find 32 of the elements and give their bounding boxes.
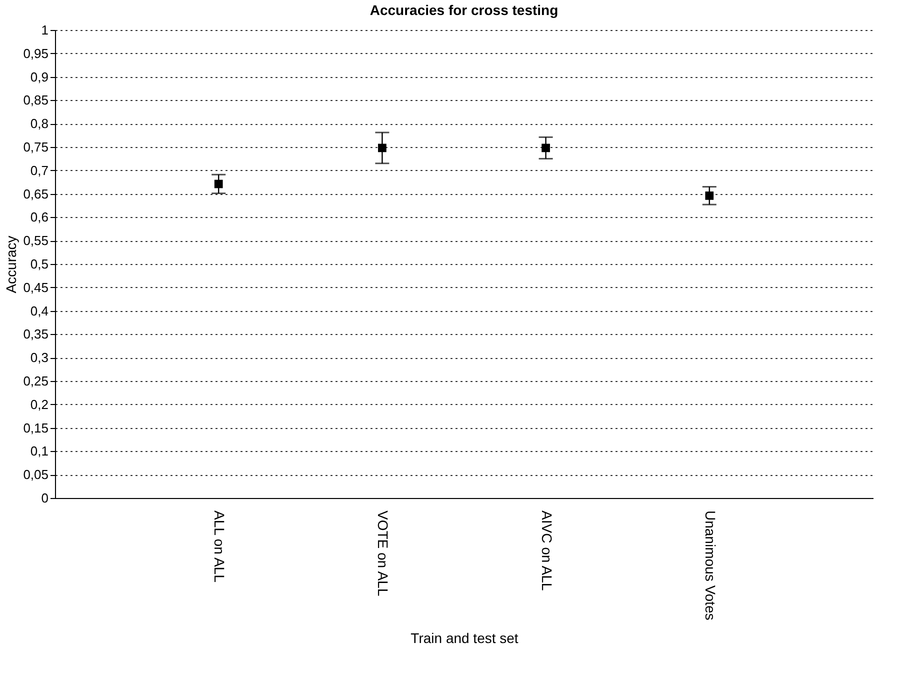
y-tick-label: 0,95 <box>23 46 48 61</box>
point <box>705 191 714 200</box>
y-tick-label: 0,9 <box>30 69 48 84</box>
y-tick-label: 0,85 <box>23 92 48 108</box>
y-tick-label: 0,65 <box>23 186 48 202</box>
y-tick-label: 0,5 <box>30 256 48 272</box>
x-axis-title: Train and test set <box>410 630 518 646</box>
y-tick-label: 0,05 <box>23 467 48 482</box>
y-tick-label: 1 <box>41 22 48 38</box>
y-tick-label: 0,2 <box>30 396 48 412</box>
y-tick-label: 0 <box>41 490 48 506</box>
x-tick-label: ALL on ALL <box>212 510 228 583</box>
x-tick-label: AIVC on ALL <box>538 510 555 591</box>
y-tick-label: 0,35 <box>23 326 48 342</box>
chart-title: Accuracies for cross testing <box>370 2 558 18</box>
y-tick-label: 0,1 <box>30 444 48 459</box>
y-tick-label: 0,55 <box>23 233 48 248</box>
y-tick-label: 0,7 <box>30 162 48 178</box>
y-tick-label: 0,4 <box>30 303 48 318</box>
point <box>542 144 550 152</box>
point <box>378 144 386 152</box>
y-tick-label: 0,15 <box>23 420 48 436</box>
y-axis-title: Accuracy <box>3 236 20 294</box>
point <box>214 180 223 188</box>
y-tick-label: 0,25 <box>23 374 48 388</box>
y-tick-label: 0,8 <box>30 116 48 132</box>
y-tick-label: 0,6 <box>30 210 48 225</box>
y-tick-label: 0,75 <box>23 140 48 154</box>
y-tick-label: 0,45 <box>23 280 48 295</box>
x-tick-label: Unanimous Votes <box>702 510 718 620</box>
x-tick-label: VOTE on ALL <box>375 510 392 596</box>
y-tick-label: 0,3 <box>30 350 48 366</box>
